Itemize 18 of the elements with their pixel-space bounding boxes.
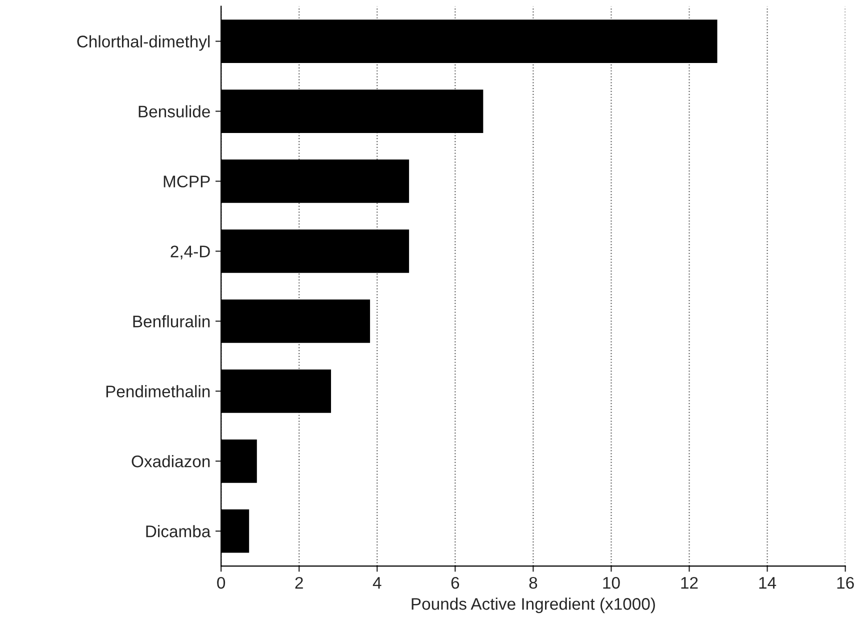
- y-tick-label: Oxadiazon: [132, 455, 210, 468]
- x-tick-label: 16: [837, 576, 854, 589]
- x-tick-label: 8: [529, 576, 538, 589]
- x-tick-label: 2: [295, 576, 303, 589]
- x-tick-label: 14: [759, 577, 776, 589]
- y-tick-label: MCPP: [164, 176, 210, 188]
- y-tick-label: 2,4-D: [170, 246, 210, 260]
- y-tick-label: Dicamba: [146, 525, 211, 538]
- x-tick-label: 10: [603, 576, 620, 589]
- y-tick-label: Bensulide: [138, 105, 210, 118]
- y-tick-label: Chlorthal-dimethyl: [77, 35, 210, 51]
- x-tick-label: 0: [217, 576, 226, 589]
- y-tick-label: Benfluralin: [133, 315, 210, 328]
- y-tick-label: Pendimethalin: [106, 385, 210, 398]
- x-tick-label: 6: [451, 576, 460, 589]
- x-tick-label: 4: [372, 577, 382, 589]
- x-tick-label: 12: [681, 576, 698, 589]
- x-axis-title: Pounds Active Ingredient (x1000): [412, 598, 655, 614]
